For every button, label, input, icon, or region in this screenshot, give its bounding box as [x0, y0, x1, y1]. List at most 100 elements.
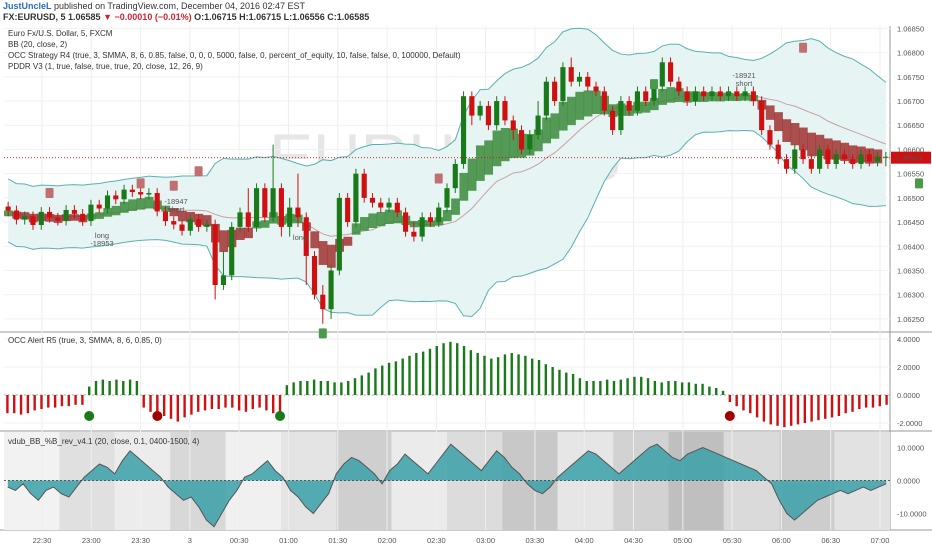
indicator-occ-strategy[interactable]: OCC Strategy R4 (true, 3, SMMA, 8, 6, 0.… — [8, 51, 461, 60]
alert-pane-title[interactable]: OCC Alert R5 (true, 3, SMMA, 8, 6, 0.85,… — [8, 336, 162, 345]
author-link[interactable]: JustUncleL — [3, 1, 52, 11]
x-tick-label: 03:00 — [476, 536, 495, 545]
signal-label: short — [736, 79, 754, 88]
alert-bar — [319, 381, 323, 395]
signal-label: short — [168, 205, 186, 214]
occ-cloud-segment — [95, 212, 104, 219]
candle-body — [88, 204, 94, 222]
occ-cloud-segment — [326, 244, 336, 268]
signal-label: -18921 — [732, 71, 755, 80]
alert-bar — [122, 381, 125, 395]
alert-bar — [585, 381, 588, 395]
indicator-pddr[interactable]: PDDR V3 (1, true, false, true, true, 20,… — [8, 62, 203, 71]
alert-bar — [33, 395, 36, 411]
candle-body — [634, 91, 641, 111]
alert-bar — [183, 395, 186, 418]
occ-cloud-segment — [384, 209, 394, 224]
alert-bar — [851, 395, 854, 412]
candle-body — [775, 144, 781, 160]
candle-body — [353, 173, 359, 223]
publish-line: JustUncleL published on TradingView.com,… — [3, 1, 305, 11]
alert-bar — [565, 372, 568, 395]
symbol-label[interactable]: FX:EURUSD, 5 — [3, 12, 66, 22]
alert-bar — [346, 381, 350, 395]
candle-body — [196, 219, 202, 227]
y-tick-label: 1.06600 — [897, 145, 924, 154]
candle-body — [560, 67, 566, 102]
alert-bar — [530, 358, 534, 395]
candle-body — [808, 159, 814, 169]
candle-body — [303, 217, 309, 256]
candle-body — [295, 207, 301, 218]
candle-body — [701, 91, 707, 97]
candle-body — [502, 101, 508, 121]
bollinger-lower — [7, 129, 886, 318]
bb-pane-title[interactable]: vdub_BB_%B_rev_v4.1 (20, close, 0.1, 040… — [8, 437, 200, 446]
occ-cloud-segment — [542, 117, 552, 144]
alert-bar — [605, 379, 609, 395]
candle-body — [593, 86, 599, 92]
candle-body — [46, 211, 53, 218]
alert-bar — [224, 395, 227, 408]
indicator-bb[interactable]: BB (20, close, 2) — [8, 40, 68, 49]
alert-bar — [353, 378, 357, 395]
candle-body — [866, 154, 872, 162]
alert-bar — [47, 395, 50, 408]
alert-bar — [571, 374, 575, 395]
alert-bar — [687, 382, 691, 395]
candle-body — [270, 188, 276, 218]
alert-bar — [510, 353, 513, 395]
candle-body — [585, 76, 591, 87]
occ-cloud-segment — [500, 128, 510, 162]
y-tick-label: 0.0000 — [897, 391, 920, 400]
candle-body — [610, 110, 616, 131]
candle-body — [485, 105, 491, 126]
candle-body — [626, 101, 632, 111]
candle-body — [113, 195, 119, 200]
alert-bar — [428, 348, 432, 395]
alert-bar — [26, 395, 30, 414]
main-title[interactable]: Euro Fx/U.S. Dollar, 5, FXCM — [8, 29, 113, 38]
candle-body — [121, 189, 127, 200]
candle-body — [253, 188, 260, 227]
alert-bar — [456, 343, 459, 395]
x-tick-label: 00:30 — [230, 536, 249, 545]
candle-body — [452, 163, 458, 189]
candle-body — [38, 211, 44, 225]
last-price: 1.06585 — [68, 12, 101, 22]
alert-bar — [694, 383, 697, 395]
x-tick-label: 05:30 — [723, 536, 742, 545]
candle-body — [734, 91, 740, 97]
alert-bar — [237, 395, 241, 411]
candle-body — [767, 130, 773, 145]
candle-body — [394, 202, 400, 213]
publish-info: published on TradingView.com, December 0… — [54, 1, 306, 11]
alert-bar — [115, 379, 118, 395]
alert-bar — [13, 395, 16, 414]
alert-bar — [490, 358, 493, 395]
occ-cloud-segment — [235, 227, 245, 240]
occ-cloud-segment — [492, 130, 502, 167]
alert-bar — [871, 395, 875, 408]
candle-body — [96, 204, 102, 209]
occ-cloud-segment — [442, 209, 452, 222]
alert-bar — [128, 379, 132, 395]
alert-bar — [81, 395, 84, 405]
y-tick-label: 1.06300 — [897, 291, 924, 300]
candle-body — [444, 188, 450, 208]
alert-bar — [210, 395, 214, 409]
y-tick-label: 1.06700 — [897, 97, 924, 106]
candle-body — [469, 96, 475, 116]
occ-cloud-segment — [658, 88, 667, 105]
occ-cloud-segment — [459, 172, 469, 201]
candle-body — [643, 91, 649, 102]
candle-body — [841, 154, 848, 160]
y-tick-label: 2.0000 — [897, 363, 920, 372]
candle-body — [171, 221, 177, 225]
alert-bar — [149, 395, 152, 412]
occ-cloud-segment — [169, 208, 179, 217]
occ-cloud-segment — [807, 132, 816, 157]
alert-bar — [176, 395, 179, 422]
alert-bar — [783, 395, 786, 428]
